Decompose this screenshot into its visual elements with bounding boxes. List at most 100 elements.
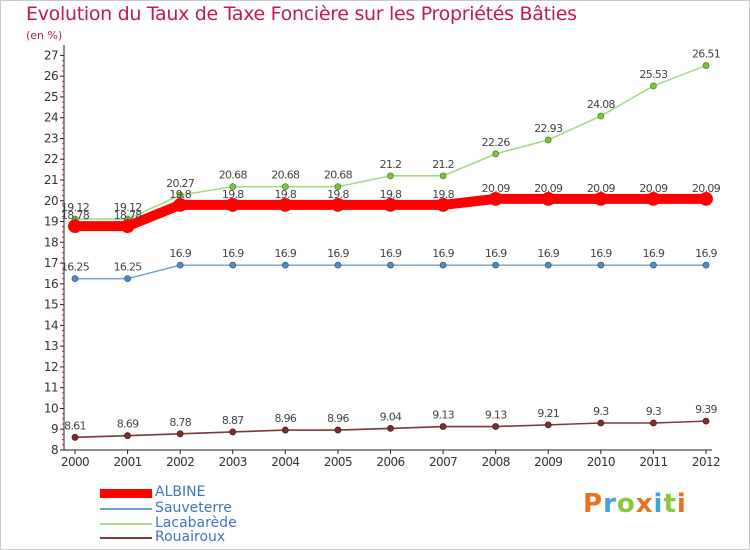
data-point-lacabarde xyxy=(544,136,552,144)
data-label-lacabarde: 20.68 xyxy=(219,169,248,182)
logo-letter: P xyxy=(583,489,604,519)
data-point-albine xyxy=(646,191,661,206)
data-label-sauveterre: 16.9 xyxy=(380,247,402,260)
data-label-rouairoux: 9.39 xyxy=(695,403,717,416)
x-tick-label: 2010 xyxy=(587,455,615,469)
data-point-rouairoux xyxy=(281,426,289,434)
data-label-lacabarde: 26.51 xyxy=(692,48,720,61)
data-point-albine xyxy=(593,191,608,206)
y-tick-label: 17 xyxy=(44,256,58,270)
x-tick-label: 2012 xyxy=(692,455,720,469)
series-layer xyxy=(68,62,713,441)
chart-title: Evolution du Taux de Taxe Foncière sur l… xyxy=(26,3,577,25)
data-label-lacabarde: 21.2 xyxy=(432,158,454,171)
legend-label-rouairoux: Rouairoux xyxy=(155,529,226,545)
x-tick-label: 2009 xyxy=(534,455,562,469)
y-tick-label: 20 xyxy=(44,194,58,208)
data-point-sauveterre xyxy=(439,261,447,269)
data-label-albine: 19.8 xyxy=(222,188,244,201)
data-labels: 18.78 18.78 19.8 19.8 19.8 19.8 19.8 19.8 20.09 2… xyxy=(61,48,721,433)
data-label-lacabarde: 20.68 xyxy=(324,169,353,182)
data-point-lacabarde xyxy=(281,183,289,191)
data-point-rouairoux xyxy=(229,428,237,436)
data-label-albine: 19.8 xyxy=(169,188,191,201)
data-label-rouairoux: 9.13 xyxy=(485,409,507,422)
data-label-sauveterre: 16.9 xyxy=(590,247,612,260)
x-tick-label: 2007 xyxy=(429,455,457,469)
data-label-lacabarde: 19.12 xyxy=(114,201,142,214)
x-tick-label: 2004 xyxy=(271,455,299,469)
data-label-rouairoux: 8.61 xyxy=(64,419,86,432)
data-label-sauveterre: 16.9 xyxy=(432,247,454,260)
data-point-sauveterre xyxy=(544,261,552,269)
legend-swatch-sauveterre xyxy=(100,508,152,510)
y-tick-label: 21 xyxy=(44,173,58,187)
data-point-rouairoux xyxy=(544,421,552,429)
logo-letter: o xyxy=(616,489,636,519)
data-point-sauveterre xyxy=(71,275,79,283)
legend-label-lacabarde: Lacabarède xyxy=(155,515,237,531)
data-point-rouairoux xyxy=(176,430,184,438)
y-tick-label: 22 xyxy=(44,152,58,166)
data-label-albine: 20.09 xyxy=(534,182,563,195)
y-tick-label: 14 xyxy=(44,318,58,332)
data-label-lacabarde: 24.08 xyxy=(587,98,616,111)
data-label-albine: 18.78 xyxy=(114,209,143,222)
data-label-albine: 19.8 xyxy=(432,188,454,201)
legend-swatch-lacabarde xyxy=(100,523,152,525)
data-label-albine: 20.09 xyxy=(482,182,511,195)
y-tick-label: 10 xyxy=(44,401,58,415)
data-label-albine: 18.78 xyxy=(61,209,90,222)
data-label-rouairoux: 8.96 xyxy=(274,412,296,425)
data-label-rouairoux: 8.87 xyxy=(222,414,244,427)
data-point-albine xyxy=(383,198,398,212)
data-point-albine xyxy=(331,198,345,212)
data-point-sauveterre xyxy=(229,261,237,269)
data-point-albine xyxy=(68,219,82,234)
y-tick-label: 13 xyxy=(44,339,58,353)
axes: 8 9 10 11 12 13 14 15 16 17 18 19 20 21 22 23 24 25 26 27 20… xyxy=(44,45,721,469)
data-point-sauveterre xyxy=(387,261,394,269)
data-point-rouairoux xyxy=(650,419,657,427)
data-label-rouairoux: 9.21 xyxy=(537,407,559,420)
data-label-lacabarde: 22.93 xyxy=(534,122,563,135)
data-label-albine: 19.8 xyxy=(327,188,349,201)
data-label-sauveterre: 16.9 xyxy=(485,247,507,260)
data-point-lacabarde xyxy=(229,183,237,191)
data-point-rouairoux xyxy=(492,423,500,430)
logo-letter: i xyxy=(676,489,687,519)
data-point-lacabarde xyxy=(702,62,710,69)
data-point-albine xyxy=(120,219,135,234)
x-tick-label: 2008 xyxy=(482,455,510,469)
data-point-rouairoux xyxy=(387,424,394,432)
data-point-albine xyxy=(225,198,240,212)
data-label-lacabarde: 20.68 xyxy=(271,169,300,182)
data-label-albine: 19.8 xyxy=(380,188,402,201)
data-point-sauveterre xyxy=(124,275,131,283)
data-point-lacabarde xyxy=(334,183,342,191)
data-label-rouairoux: 9.3 xyxy=(646,405,662,418)
legend-label-albine: ALBINE xyxy=(155,484,206,500)
legend-label-sauveterre: Sauveterre xyxy=(155,500,232,516)
data-point-lacabarde xyxy=(387,172,394,180)
data-label-rouairoux: 9.13 xyxy=(432,409,454,422)
data-point-rouairoux xyxy=(597,419,605,427)
data-point-albine xyxy=(699,191,713,206)
data-label-sauveterre: 16.25 xyxy=(114,261,143,274)
data-label-lacabarde: 22.26 xyxy=(482,136,511,149)
data-point-sauveterre xyxy=(492,261,500,269)
data-label-rouairoux: 8.96 xyxy=(327,412,349,425)
data-label-lacabarde: 25.53 xyxy=(639,68,668,81)
data-point-rouairoux xyxy=(71,433,79,441)
data-label-albine: 20.09 xyxy=(692,182,721,195)
data-point-sauveterre xyxy=(281,261,289,269)
y-tick-label: 18 xyxy=(44,235,58,249)
data-label-sauveterre: 16.9 xyxy=(169,247,191,260)
data-point-rouairoux xyxy=(439,423,447,430)
data-label-lacabarde: 20.27 xyxy=(166,177,195,190)
data-point-rouairoux xyxy=(124,432,131,440)
data-point-sauveterre xyxy=(597,261,605,269)
data-label-lacabarde: 19.12 xyxy=(61,201,89,214)
x-tick-label: 2005 xyxy=(324,455,352,469)
